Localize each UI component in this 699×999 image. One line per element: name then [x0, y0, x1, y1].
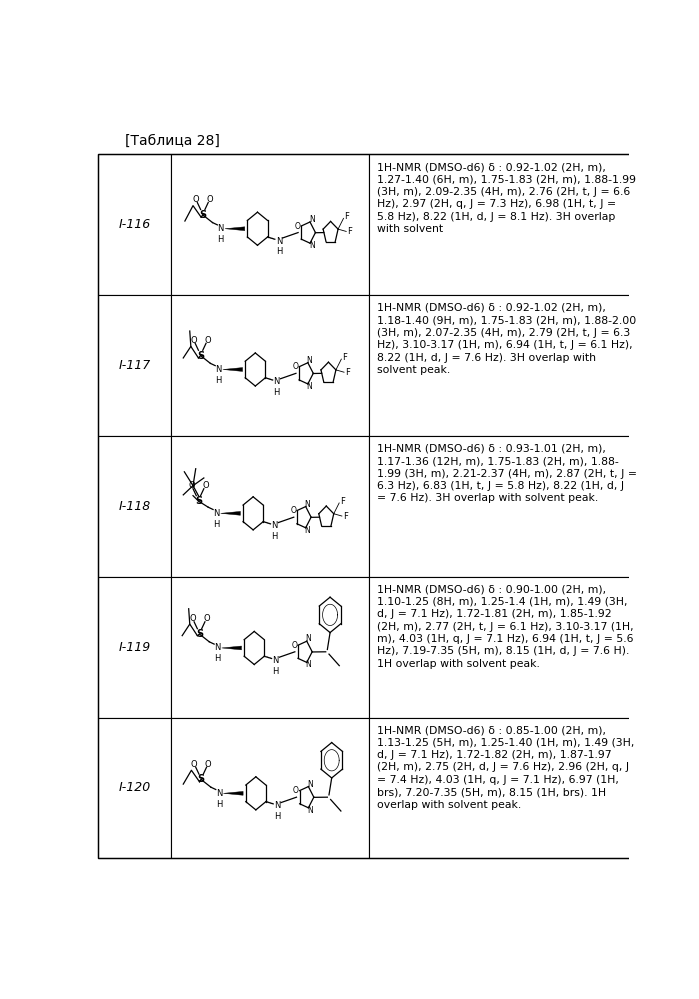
Text: S: S	[197, 351, 204, 361]
Text: O: O	[205, 759, 212, 768]
Text: S: S	[196, 629, 203, 639]
Text: H: H	[214, 654, 221, 663]
Polygon shape	[225, 227, 245, 231]
Polygon shape	[222, 646, 241, 650]
Text: O: O	[191, 759, 197, 768]
Text: 1H-NMR (DMSO-d6) δ : 0.92-1.02 (2H, m),
1.18-1.40 (9H, m), 1.75-1.83 (2H, m), 1.: 1H-NMR (DMSO-d6) δ : 0.92-1.02 (2H, m), …	[377, 303, 637, 375]
Bar	[369, 155, 635, 296]
Text: 1H-NMR (DMSO-d6) δ : 0.93-1.01 (2H, m),
1.17-1.36 (12H, m), 1.75-1.83 (2H, m), 1: 1H-NMR (DMSO-d6) δ : 0.93-1.01 (2H, m), …	[377, 444, 637, 503]
Text: F: F	[347, 227, 352, 236]
Bar	[369, 717, 635, 858]
Bar	[98, 717, 171, 858]
Text: I-117: I-117	[119, 360, 151, 373]
Text: N: N	[217, 224, 224, 233]
Text: S: S	[195, 497, 202, 506]
Polygon shape	[224, 791, 243, 795]
Text: N: N	[305, 525, 310, 534]
Text: H: H	[216, 799, 222, 808]
Text: H: H	[273, 388, 280, 397]
Text: O: O	[294, 222, 301, 231]
Text: O: O	[189, 614, 196, 623]
Text: N: N	[307, 780, 313, 789]
Bar	[369, 296, 635, 436]
Text: F: F	[340, 497, 345, 505]
Text: F: F	[343, 511, 348, 520]
Text: I-120: I-120	[119, 781, 151, 794]
Text: N: N	[215, 365, 222, 374]
Text: N: N	[271, 521, 278, 530]
Text: O: O	[192, 195, 199, 204]
Text: O: O	[204, 336, 211, 345]
Bar	[171, 155, 369, 296]
Text: [Таблица 28]: [Таблица 28]	[125, 134, 220, 148]
Bar	[369, 576, 635, 717]
Text: N: N	[307, 382, 312, 391]
Bar	[369, 436, 635, 576]
Text: O: O	[206, 195, 213, 204]
Text: N: N	[275, 237, 282, 246]
Bar	[171, 717, 369, 858]
Text: N: N	[216, 789, 222, 798]
Text: F: F	[345, 213, 350, 222]
Text: H: H	[213, 519, 219, 528]
Bar	[98, 576, 171, 717]
Text: O: O	[202, 482, 209, 491]
Text: H: H	[217, 235, 224, 244]
Text: N: N	[274, 801, 280, 810]
Text: O: O	[290, 506, 296, 515]
Text: H: H	[215, 376, 222, 385]
Text: N: N	[307, 805, 313, 814]
Text: N: N	[307, 356, 312, 365]
Text: N: N	[305, 634, 311, 643]
Text: N: N	[213, 508, 219, 517]
Text: 1H-NMR (DMSO-d6) δ : 0.92-1.02 (2H, m),
1.27-1.40 (6H, m), 1.75-1.83 (2H, m), 1.: 1H-NMR (DMSO-d6) δ : 0.92-1.02 (2H, m), …	[377, 162, 636, 234]
Text: N: N	[273, 655, 279, 664]
Text: 1H-NMR (DMSO-d6) δ : 0.85-1.00 (2H, m),
1.13-1.25 (5H, m), 1.25-1.40 (1H, m), 1.: 1H-NMR (DMSO-d6) δ : 0.85-1.00 (2H, m), …	[377, 725, 635, 809]
Text: I-116: I-116	[119, 219, 151, 232]
Text: I-119: I-119	[119, 640, 151, 653]
Text: I-118: I-118	[119, 500, 151, 512]
Bar	[98, 155, 171, 296]
Text: S: S	[199, 210, 206, 220]
Text: F: F	[343, 353, 347, 362]
Text: N: N	[309, 215, 315, 224]
Polygon shape	[221, 511, 240, 515]
Text: N: N	[273, 378, 280, 387]
Bar	[98, 296, 171, 436]
Text: O: O	[190, 336, 197, 345]
Text: N: N	[305, 500, 310, 508]
Polygon shape	[223, 368, 243, 372]
Bar	[171, 576, 369, 717]
Bar	[98, 436, 171, 576]
Text: O: O	[188, 482, 195, 491]
Text: O: O	[203, 614, 210, 623]
Text: H: H	[275, 248, 282, 257]
Bar	[171, 436, 369, 576]
Text: H: H	[273, 666, 279, 675]
Text: H: H	[271, 531, 278, 540]
Text: N: N	[214, 643, 221, 652]
Text: O: O	[292, 363, 298, 372]
Text: H: H	[274, 812, 280, 821]
Text: O: O	[293, 786, 298, 795]
Text: S: S	[198, 774, 205, 784]
Text: N: N	[305, 660, 311, 669]
Bar	[171, 296, 369, 436]
Text: F: F	[345, 368, 350, 377]
Text: N: N	[309, 241, 315, 250]
Text: O: O	[291, 640, 297, 649]
Text: 1H-NMR (DMSO-d6) δ : 0.90-1.00 (2H, m),
1.10-1.25 (8H, m), 1.25-1.4 (1H, m), 1.4: 1H-NMR (DMSO-d6) δ : 0.90-1.00 (2H, m), …	[377, 584, 634, 669]
